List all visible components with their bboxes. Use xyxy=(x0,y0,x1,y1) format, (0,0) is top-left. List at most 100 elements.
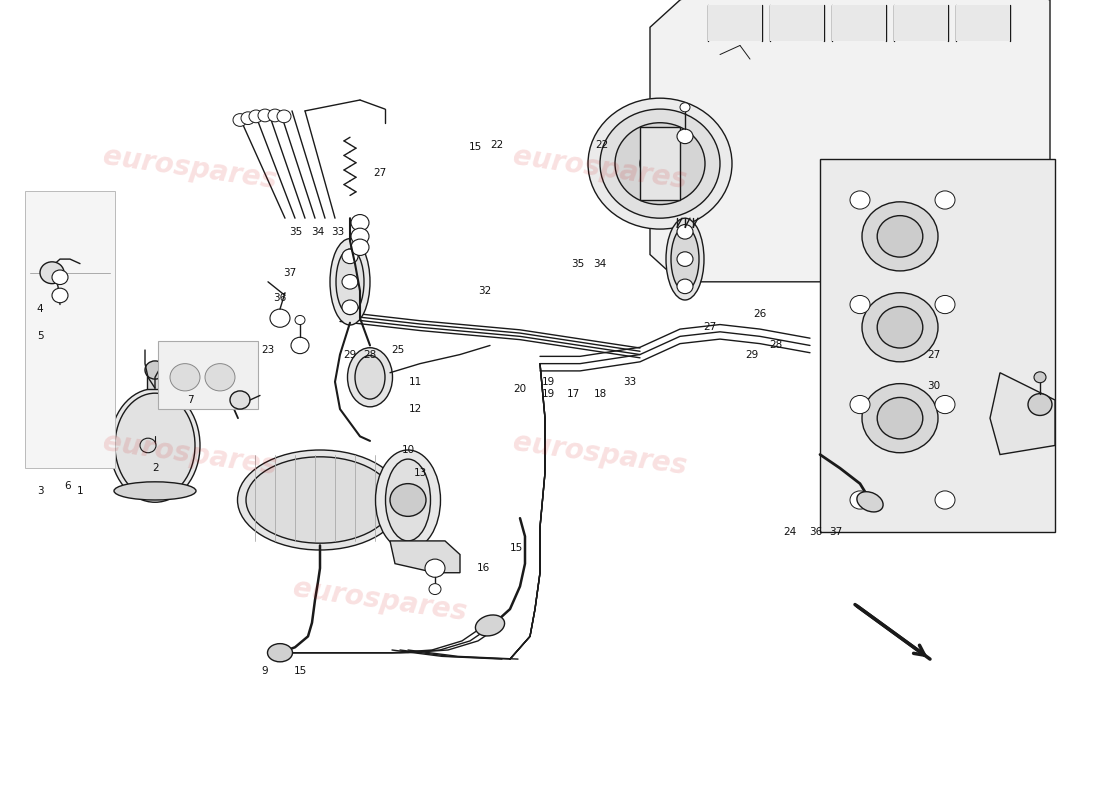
Text: 4: 4 xyxy=(36,304,43,314)
Circle shape xyxy=(588,98,732,229)
Ellipse shape xyxy=(330,238,370,325)
Ellipse shape xyxy=(671,227,698,291)
Circle shape xyxy=(676,279,693,294)
Text: 27: 27 xyxy=(927,350,940,359)
Circle shape xyxy=(270,309,290,327)
Circle shape xyxy=(292,338,309,354)
Bar xyxy=(147,373,164,389)
Circle shape xyxy=(935,491,955,509)
Text: 22: 22 xyxy=(595,141,608,150)
Circle shape xyxy=(877,398,923,439)
Circle shape xyxy=(600,109,720,218)
Text: 36: 36 xyxy=(274,293,287,303)
Ellipse shape xyxy=(385,459,430,541)
Circle shape xyxy=(1028,394,1052,415)
Circle shape xyxy=(935,295,955,314)
Circle shape xyxy=(877,216,923,257)
Text: 33: 33 xyxy=(331,227,344,237)
Circle shape xyxy=(277,110,292,122)
Bar xyxy=(640,127,680,200)
Text: 37: 37 xyxy=(829,527,843,537)
Circle shape xyxy=(342,274,358,289)
Text: 1: 1 xyxy=(77,486,84,496)
Ellipse shape xyxy=(348,348,393,407)
Text: 27: 27 xyxy=(703,322,716,332)
Ellipse shape xyxy=(666,218,704,300)
Text: 12: 12 xyxy=(408,404,421,414)
Text: 29: 29 xyxy=(343,350,356,359)
Polygon shape xyxy=(990,373,1055,454)
Circle shape xyxy=(862,293,938,362)
Text: 6: 6 xyxy=(65,482,72,491)
Circle shape xyxy=(862,202,938,271)
Ellipse shape xyxy=(857,492,883,512)
Circle shape xyxy=(640,146,680,182)
Ellipse shape xyxy=(110,389,200,502)
Text: 25: 25 xyxy=(392,345,405,355)
Circle shape xyxy=(52,270,68,285)
Text: 9: 9 xyxy=(262,666,268,676)
Text: 34: 34 xyxy=(311,227,324,237)
Text: 7: 7 xyxy=(187,395,194,405)
Ellipse shape xyxy=(336,249,364,314)
Circle shape xyxy=(342,249,358,264)
Circle shape xyxy=(680,102,690,112)
Circle shape xyxy=(145,361,165,379)
Circle shape xyxy=(935,395,955,414)
Text: eurospares: eurospares xyxy=(512,429,689,481)
Circle shape xyxy=(1034,372,1046,382)
Text: 19: 19 xyxy=(541,377,554,387)
Circle shape xyxy=(862,384,938,453)
Text: 15: 15 xyxy=(294,666,307,676)
Text: 34: 34 xyxy=(593,258,606,269)
Bar xyxy=(820,159,1055,532)
Ellipse shape xyxy=(355,355,385,399)
Text: 33: 33 xyxy=(624,377,637,387)
Ellipse shape xyxy=(475,615,505,636)
Polygon shape xyxy=(708,5,762,41)
Circle shape xyxy=(205,364,235,391)
Text: 22: 22 xyxy=(491,141,504,150)
Circle shape xyxy=(258,109,272,122)
Text: 2: 2 xyxy=(153,463,159,473)
Text: 11: 11 xyxy=(408,377,421,387)
Polygon shape xyxy=(770,5,824,41)
Circle shape xyxy=(850,395,870,414)
Ellipse shape xyxy=(238,450,403,550)
Ellipse shape xyxy=(246,457,394,543)
Text: 15: 15 xyxy=(509,543,522,553)
Circle shape xyxy=(52,288,68,302)
Polygon shape xyxy=(832,5,886,41)
Bar xyxy=(25,191,115,468)
Text: 16: 16 xyxy=(476,563,490,573)
Text: 28: 28 xyxy=(769,341,782,350)
Text: 10: 10 xyxy=(402,445,415,455)
Text: eurospares: eurospares xyxy=(292,574,469,626)
Circle shape xyxy=(241,112,255,125)
Text: eurospares: eurospares xyxy=(101,429,278,481)
Circle shape xyxy=(249,110,263,122)
Text: 23: 23 xyxy=(262,345,275,355)
Ellipse shape xyxy=(116,393,195,498)
Circle shape xyxy=(425,559,446,578)
Circle shape xyxy=(351,214,369,231)
Ellipse shape xyxy=(375,450,440,550)
Text: 13: 13 xyxy=(414,468,427,478)
Text: 27: 27 xyxy=(373,168,386,178)
Circle shape xyxy=(230,391,250,409)
Text: 15: 15 xyxy=(469,142,482,152)
Circle shape xyxy=(268,109,282,122)
Circle shape xyxy=(351,228,369,245)
Circle shape xyxy=(170,364,200,391)
Text: 20: 20 xyxy=(514,384,527,394)
Text: 32: 32 xyxy=(478,286,492,296)
Circle shape xyxy=(850,191,870,209)
Text: 37: 37 xyxy=(284,268,297,278)
Text: 26: 26 xyxy=(754,309,767,318)
Polygon shape xyxy=(650,0,1050,282)
Text: 18: 18 xyxy=(593,389,606,398)
Text: eurospares: eurospares xyxy=(101,142,278,194)
Circle shape xyxy=(877,306,923,348)
Ellipse shape xyxy=(267,644,293,662)
Circle shape xyxy=(390,484,426,516)
